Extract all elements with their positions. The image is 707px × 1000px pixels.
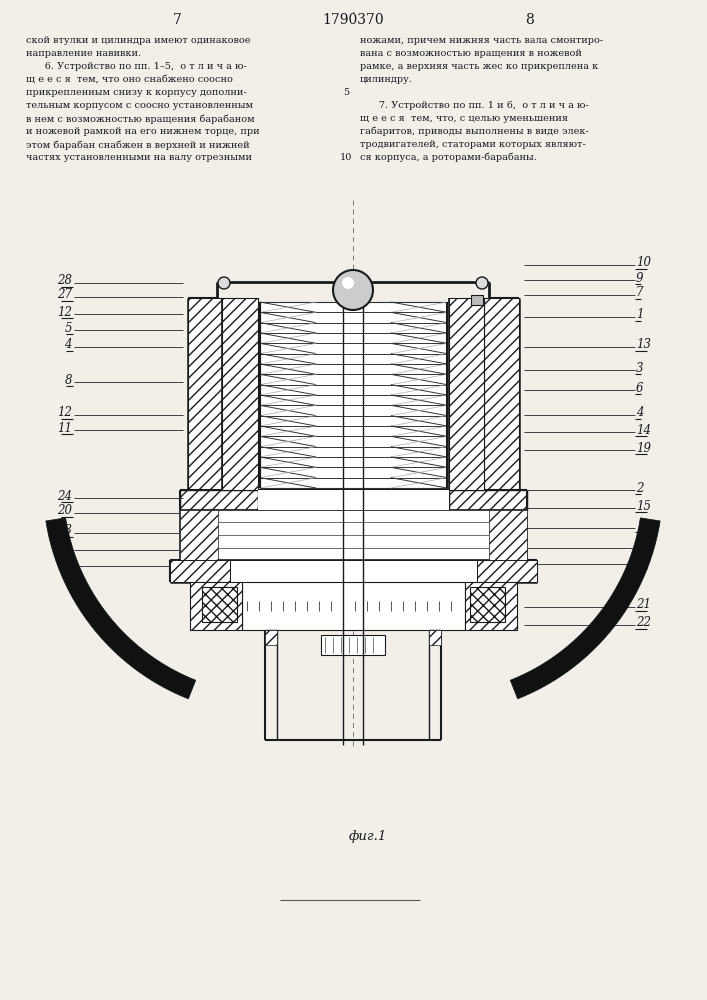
Text: 25: 25 — [57, 542, 72, 554]
Bar — [345, 295, 355, 305]
Text: и ножевой рамкой на его нижнем торце, при: и ножевой рамкой на его нижнем торце, пр… — [26, 127, 259, 136]
Bar — [449, 298, 484, 490]
Bar — [230, 560, 477, 582]
Bar — [170, 560, 230, 582]
Text: 10: 10 — [636, 256, 651, 269]
Bar — [190, 582, 242, 630]
Bar — [188, 298, 222, 490]
Text: 6. Устройство по пп. 1–5,  о т л и ч а ю-: 6. Устройство по пп. 1–5, о т л и ч а ю- — [26, 62, 247, 71]
Text: 23: 23 — [57, 524, 72, 538]
Text: 19: 19 — [636, 442, 651, 454]
Text: 26: 26 — [57, 558, 72, 570]
Text: 21: 21 — [636, 598, 651, 611]
Bar — [465, 582, 517, 630]
Text: 11: 11 — [57, 422, 72, 434]
Text: ся корпуса, а роторами-барабаны.: ся корпуса, а роторами-барабаны. — [360, 153, 537, 162]
Text: 1: 1 — [636, 308, 643, 322]
Text: 15: 15 — [636, 499, 651, 512]
Circle shape — [218, 277, 230, 289]
Text: прикрепленным снизу к корпусу дополни-: прикрепленным снизу к корпусу дополни- — [26, 88, 247, 97]
Text: 7: 7 — [173, 13, 182, 27]
Text: 7: 7 — [636, 286, 643, 300]
Text: 6: 6 — [636, 381, 643, 394]
Text: 17: 17 — [636, 556, 651, 568]
Text: 1790370: 1790370 — [322, 13, 385, 27]
Text: 28: 28 — [57, 274, 72, 288]
Text: частях установленными на валу отрезными: частях установленными на валу отрезными — [26, 153, 252, 162]
Text: 4: 4 — [64, 338, 72, 352]
Text: ·: · — [351, 8, 356, 18]
Text: 20: 20 — [57, 504, 72, 518]
Circle shape — [476, 277, 488, 289]
Bar — [222, 298, 258, 490]
Bar — [470, 587, 505, 622]
Text: 24: 24 — [57, 489, 72, 502]
Text: 5: 5 — [343, 88, 349, 97]
Text: этом барабан снабжен в верхней и нижней: этом барабан снабжен в верхней и нижней — [26, 140, 250, 149]
Bar — [321, 635, 385, 655]
Text: 12: 12 — [57, 406, 72, 420]
Bar — [258, 490, 449, 510]
Circle shape — [333, 270, 373, 310]
Text: щ е е с я  тем, что оно снабжено соосно: щ е е с я тем, что оно снабжено соосно — [26, 75, 233, 84]
Polygon shape — [510, 518, 660, 699]
Bar — [180, 510, 218, 560]
Bar — [477, 560, 537, 582]
Bar — [489, 510, 527, 560]
Bar — [484, 298, 519, 490]
Text: 22: 22 — [636, 616, 651, 630]
Text: 2: 2 — [636, 482, 643, 494]
Text: 14: 14 — [636, 424, 651, 436]
Text: 7. Устройство по пп. 1 и 6,  о т л и ч а ю-: 7. Устройство по пп. 1 и 6, о т л и ч а … — [360, 101, 589, 110]
Bar — [180, 490, 527, 510]
Text: ножами, причем нижняя часть вала смонтиро-: ножами, причем нижняя часть вала смонтир… — [360, 36, 603, 45]
Text: 9: 9 — [636, 271, 643, 284]
Bar — [471, 295, 483, 305]
Text: рамке, а верхняя часть жес ко прикреплена к: рамке, а верхняя часть жес ко прикреплен… — [360, 62, 598, 71]
Bar — [242, 582, 465, 630]
Text: 10: 10 — [340, 153, 352, 162]
Text: цилиндру.: цилиндру. — [360, 75, 413, 84]
Text: 27: 27 — [57, 288, 72, 302]
Text: 18: 18 — [636, 520, 651, 532]
Text: 13: 13 — [636, 338, 651, 352]
Bar — [429, 630, 441, 645]
Text: 5: 5 — [64, 322, 72, 334]
Bar — [351, 295, 361, 305]
Text: направление навивки.: направление навивки. — [26, 49, 141, 58]
Text: тродвигателей, статорами которых являют-: тродвигателей, статорами которых являют- — [360, 140, 586, 149]
Text: щ е е с я  тем, что, с целью уменьшения: щ е е с я тем, что, с целью уменьшения — [360, 114, 568, 123]
Text: 8: 8 — [525, 13, 534, 27]
Bar — [202, 587, 237, 622]
Polygon shape — [46, 518, 196, 699]
Bar — [265, 630, 277, 645]
Text: вана с возможностью вращения в ножевой: вана с возможностью вращения в ножевой — [360, 49, 582, 58]
Text: 8: 8 — [64, 373, 72, 386]
Bar — [260, 302, 447, 488]
Text: габаритов, приводы выполнены в виде элек-: габаритов, приводы выполнены в виде элек… — [360, 127, 589, 136]
Text: в нем с возможностью вращения барабаном: в нем с возможностью вращения барабаном — [26, 114, 255, 123]
Text: ской втулки и цилиндра имеют одинаковое: ской втулки и цилиндра имеют одинаковое — [26, 36, 250, 45]
Text: 16: 16 — [636, 540, 651, 552]
Text: 4: 4 — [636, 406, 643, 420]
Bar — [180, 510, 527, 560]
Text: фиг.1: фиг.1 — [349, 830, 387, 843]
Text: 12: 12 — [57, 306, 72, 318]
Text: тельным корпусом с соосно установленным: тельным корпусом с соосно установленным — [26, 101, 253, 110]
Circle shape — [342, 277, 354, 289]
Text: 3: 3 — [636, 361, 643, 374]
